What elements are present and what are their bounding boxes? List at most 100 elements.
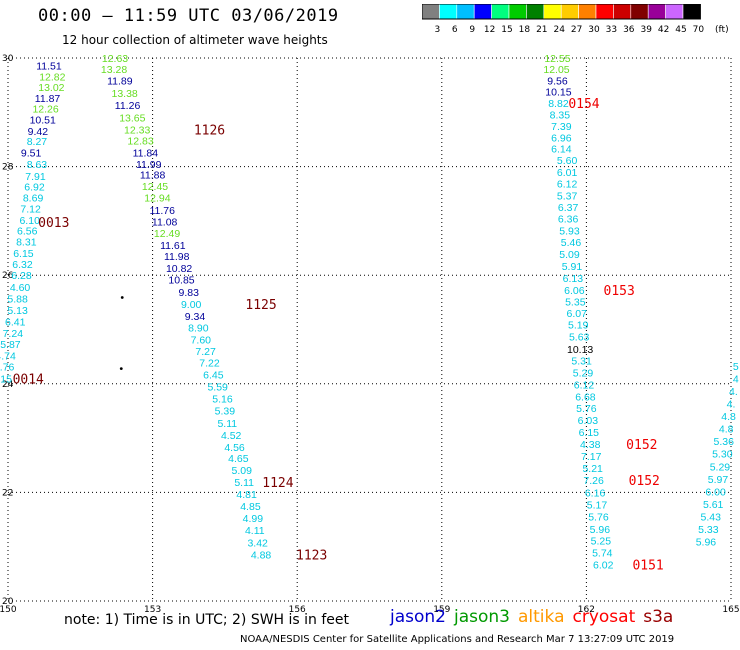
wave-height-value: 8.69 — [23, 193, 44, 205]
wave-height-value: 11.26 — [115, 100, 141, 112]
wave-height-value: 5.87 — [0, 339, 21, 351]
wave-height-value: 5.31 — [571, 355, 592, 367]
wave-height-value: 6.36 — [558, 214, 579, 226]
wave-height-value: 5.76 — [588, 511, 609, 523]
wave-height-value: 4 — [733, 373, 739, 385]
wave-height-value: 5.46 — [561, 237, 582, 249]
wave-height-value: 6.15 — [579, 427, 600, 439]
wave-height-value: 7.17 — [581, 451, 602, 463]
pass-time-label: 0152 — [629, 474, 660, 489]
legend-item-altika: altika — [518, 607, 565, 627]
legend-item-jason3: jason3 — [454, 607, 510, 627]
wave-height-value: 4.8 — [719, 423, 734, 435]
wave-height-value: 12.63 — [102, 53, 128, 65]
wave-height-value: 11.61 — [160, 240, 186, 252]
wave-height-value: 10.15 — [545, 87, 571, 99]
pass-time-label: 1125 — [245, 298, 276, 313]
wave-height-value: 12.33 — [124, 125, 150, 137]
wave-height-value: 6.07 — [567, 308, 588, 320]
wave-height-value: 12.26 — [32, 103, 58, 115]
wave-height-value: 6.06 — [564, 285, 585, 297]
wave-height-value: 11.76 — [149, 205, 175, 217]
wave-height-value: 6.12 — [557, 178, 578, 190]
wave-height-value: 5.37 — [557, 190, 578, 202]
wave-height-value: 5.30 — [712, 448, 733, 460]
x-tick-label: 153 — [144, 605, 161, 615]
wave-height-value: 13.02 — [38, 82, 64, 94]
scale-label: 18 — [519, 25, 531, 34]
scale-label: 6 — [452, 25, 458, 34]
wave-height-value: 5.96 — [696, 536, 717, 548]
scale-label: 15 — [501, 25, 512, 34]
wave-height-value: 11.88 — [140, 170, 166, 182]
wave-height-value: 6.28 — [11, 270, 32, 282]
legend-item-s3a: s3a — [643, 607, 674, 627]
wave-height-value: 12.45 — [142, 181, 168, 193]
wave-height-value: 5.63 — [569, 332, 590, 344]
wave-height-value: 8.31 — [16, 237, 37, 249]
scale-label: 45 — [675, 25, 686, 34]
wave-height-value: 9.42 — [28, 126, 49, 138]
wave-height-value: 5.88 — [7, 294, 28, 306]
wave-height-value: 8.82 — [548, 98, 569, 110]
wave-height-value: 7.27 — [195, 346, 216, 358]
wave-height-value: 7.22 — [199, 358, 220, 370]
wave-height-value: 5.16 — [212, 393, 233, 405]
x-tick-label: 159 — [433, 605, 450, 615]
wave-height-value: 4.52 — [221, 430, 242, 442]
wave-height-value: 9.51 — [21, 147, 42, 159]
wave-height-value: 5.11 — [217, 418, 237, 430]
wave-height-value: 6.14 — [551, 144, 572, 156]
wave-height-value: 6.37 — [558, 202, 579, 214]
wave-height-value: 5 — [733, 361, 739, 373]
wave-height-value: 5.39 — [215, 405, 236, 417]
wave-height-value: 4.99 — [243, 513, 264, 525]
y-tick-label: 24 — [2, 380, 14, 390]
wave-height-value: 4. — [727, 398, 736, 410]
wave-height-value: 11.08 — [152, 216, 178, 228]
wave-height-value: 11.51 — [36, 61, 62, 73]
wave-height-value: 5.09 — [559, 249, 580, 261]
scale-label: 12 — [484, 25, 495, 34]
pass-time-label: 1123 — [296, 548, 327, 563]
wave-height-value: 5.21 — [582, 463, 603, 475]
scale-label: 21 — [536, 25, 547, 34]
wave-height-value: 5.74 — [592, 548, 613, 560]
wave-height-value: 12.83 — [127, 136, 153, 148]
scale-label: 3 — [435, 25, 441, 34]
wave-height-value: 5.15 — [0, 373, 12, 385]
x-tick-label: 165 — [722, 605, 739, 615]
wave-height-value: 10.85 — [168, 275, 194, 287]
x-tick-label: 162 — [578, 605, 595, 615]
wave-height-value: 5.19 — [568, 320, 589, 332]
wave-height-value: 12.82 — [39, 71, 65, 83]
wave-height-value: 5.61 — [703, 499, 724, 511]
wave-height-value: 5.35 — [565, 296, 586, 308]
wave-height-value: 11.87 — [35, 93, 61, 105]
scale-label: 33 — [606, 25, 617, 34]
wave-height-value: 3.42 — [247, 537, 268, 549]
wave-height-value: 4.38 — [580, 439, 601, 451]
wave-height-value: 12.05 — [543, 64, 569, 76]
scale-label: 39 — [640, 25, 652, 34]
wave-height-value: 11.89 — [107, 75, 133, 87]
wave-height-value: 11.84 — [133, 147, 159, 159]
wave-height-value: 8.35 — [550, 109, 571, 121]
scale-label: 30 — [588, 25, 600, 34]
wave-height-value: 9.56 — [547, 75, 568, 87]
wave-height-value: 7.60 — [191, 334, 212, 346]
wave-height-value: 5.33 — [698, 524, 719, 536]
scale-label: (ft) — [715, 25, 729, 34]
color-scale-legend: 3 6 9 12 15 18 21 24 27 30 33 36 39 42 45 70 (ft) — [422, 4, 729, 34]
wave-height-value: 13.65 — [119, 113, 145, 125]
wave-height-value: 7.26 — [583, 475, 604, 487]
wave-height-value: 5.09 — [232, 465, 253, 477]
wave-height-value: 12.94 — [144, 193, 170, 205]
wave-height-value: 8.90 — [188, 322, 209, 334]
wave-height-value: 13.38 — [112, 88, 138, 100]
y-tick-label: 30 — [2, 54, 14, 64]
wave-height-value: 6.02 — [593, 560, 614, 572]
wave-height-value: 4.11 — [245, 525, 265, 537]
x-tick-label: 150 — [0, 605, 17, 615]
